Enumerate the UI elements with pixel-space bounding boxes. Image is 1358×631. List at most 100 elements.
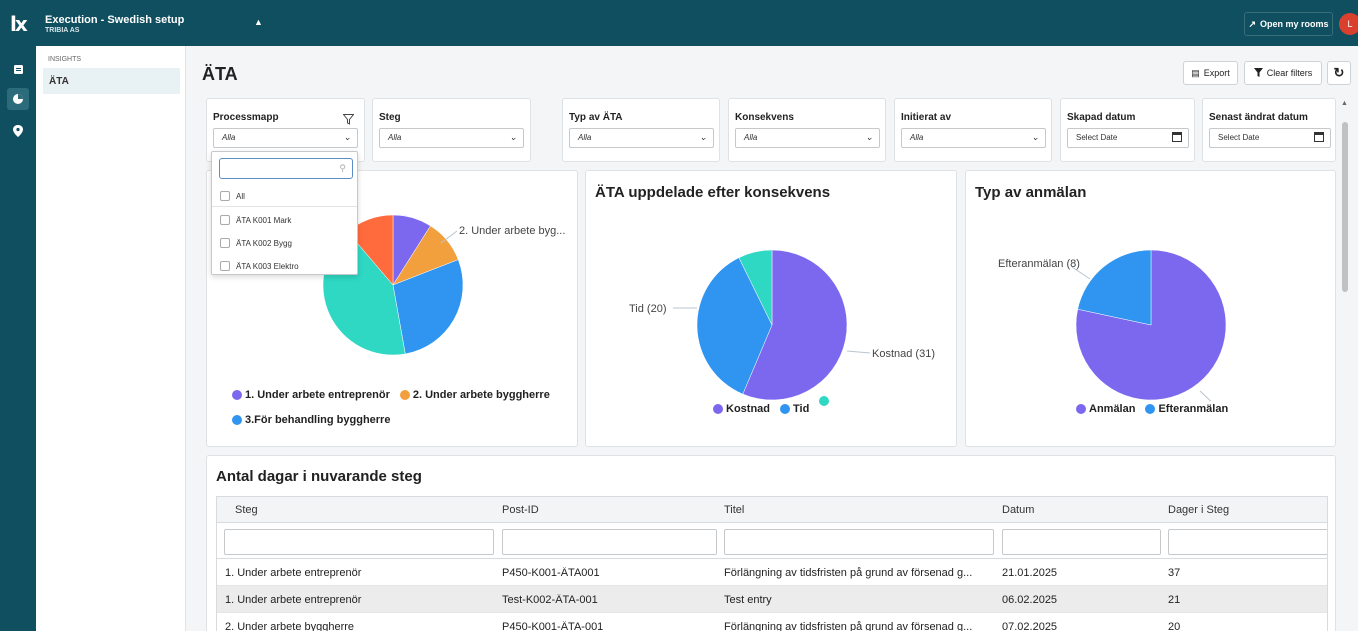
- scroll-thumb[interactable]: [1342, 122, 1348, 292]
- scroll-up-icon[interactable]: ▲: [1341, 100, 1348, 107]
- date-picker[interactable]: Select Date: [1067, 128, 1189, 148]
- legend-item[interactable]: 3.För behandling byggherre: [232, 407, 390, 432]
- column-header-titel[interactable]: Titel: [724, 504, 745, 516]
- table-title: Antal dagar i nuvarande steg: [216, 468, 422, 485]
- export-button[interactable]: ▤ Export: [1183, 61, 1238, 85]
- sidebar: INSIGHTS ÄTA: [36, 46, 186, 631]
- legend-item[interactable]: Efteranmälan: [1145, 396, 1228, 421]
- pie-slice[interactable]: [738, 249, 773, 326]
- pie-chart-konsekvens[interactable]: Tid (20) Kostnad (31): [586, 201, 956, 401]
- column-header-datum[interactable]: Datum: [1002, 504, 1035, 516]
- dropdown-option-all[interactable]: All: [212, 185, 357, 207]
- legend-dot: [713, 403, 723, 414]
- dropdown-option[interactable]: ÄTA K002 Bygg: [212, 232, 357, 254]
- cell-datum: 07.02.2025: [1002, 621, 1058, 631]
- insights-pie-icon[interactable]: [7, 88, 29, 110]
- slice-label[interactable]: Kostnad (31): [872, 348, 935, 360]
- cell-post-id: P450-K001-ÄTA001: [502, 567, 600, 579]
- calendar-icon: [1314, 132, 1324, 142]
- checkbox[interactable]: [220, 215, 230, 225]
- funnel-icon[interactable]: [342, 112, 355, 130]
- sidebar-section-heading: INSIGHTS: [48, 56, 82, 63]
- column-filter-input[interactable]: [502, 529, 717, 555]
- filter-select[interactable]: Alla ⌄: [901, 128, 1046, 148]
- column-header-post-id[interactable]: Post-ID: [502, 504, 539, 516]
- cell-post-id: P450-K001-ÄTA-001: [502, 621, 604, 631]
- filter-select[interactable]: Alla ⌄: [379, 128, 524, 148]
- slice-label-line[interactable]: [846, 350, 871, 354]
- column-header-dager-i-steg[interactable]: Dager i Steg: [1168, 504, 1230, 516]
- filter-select[interactable]: Alla ⌄: [735, 128, 880, 148]
- date-picker[interactable]: Select Date: [1209, 128, 1331, 148]
- dropdown-search-input[interactable]: ⚲: [219, 158, 353, 179]
- cell-dager: 20: [1168, 621, 1181, 631]
- project-switcher-icon[interactable]: ▲: [254, 17, 263, 27]
- pie-slice[interactable]: [696, 257, 773, 395]
- checkbox[interactable]: [220, 261, 230, 271]
- sidebar-item-ata[interactable]: ÄTA: [43, 68, 180, 94]
- filter-label: Skapad datum: [1067, 112, 1136, 123]
- slice-label-line[interactable]: [1199, 390, 1217, 401]
- legend-item[interactable]: [819, 388, 832, 413]
- chart-legend: 1. Under arbete entreprenör 2. Under arb…: [232, 382, 572, 432]
- filter-select[interactable]: Alla ⌄: [213, 128, 358, 148]
- column-filter-input[interactable]: [724, 529, 994, 555]
- legend-item[interactable]: 1. Under arbete entreprenör: [232, 382, 390, 407]
- cell-dager: 21: [1168, 594, 1181, 606]
- avatar[interactable]: L: [1339, 13, 1358, 35]
- legend-dot: [780, 403, 790, 414]
- legend-dot: [399, 389, 410, 400]
- legend-label: Anmälan: [1089, 402, 1136, 415]
- legend-item[interactable]: Kostnad: [713, 396, 770, 421]
- slice-label[interactable]: Efteranmälan (8): [998, 258, 1080, 270]
- legend-item[interactable]: Tid: [780, 396, 809, 421]
- page-scrollbar[interactable]: ▲: [1340, 96, 1350, 631]
- filter-value: Alla: [910, 133, 924, 142]
- grid-filter-row: [217, 523, 1327, 559]
- pie-slice[interactable]: [392, 259, 464, 355]
- chevron-down-icon: ⌄: [1031, 132, 1039, 142]
- app-logo-icon[interactable]: lx: [10, 12, 28, 36]
- dropdown-option[interactable]: ÄTA K003 Elektro: [212, 255, 357, 277]
- cell-datum: 21.01.2025: [1002, 567, 1058, 579]
- pie-slice[interactable]: [1077, 249, 1152, 326]
- column-header-steg[interactable]: Steg: [235, 504, 258, 516]
- column-filter-input[interactable]: [1168, 529, 1327, 555]
- open-rooms-button[interactable]: ↗ Open my rooms: [1244, 12, 1333, 36]
- clear-filters-button[interactable]: Clear filters: [1244, 61, 1322, 85]
- cell-titel: Förlängning av tidsfristen på grund av f…: [724, 567, 973, 579]
- legend-dot: [232, 389, 242, 400]
- table-row[interactable]: 1. Under arbete entreprenör P450-K001-ÄT…: [217, 559, 1327, 586]
- checkbox[interactable]: [220, 191, 230, 201]
- pie-chart-typ-av-anmalan[interactable]: Efteranmälan (8)Anmälan (29): [966, 201, 1336, 401]
- main-content: ÄTA ▤ Export Clear filters ↻ Processmapp…: [186, 46, 1358, 631]
- option-label: ÄTA K003 Elektro: [236, 262, 299, 271]
- legend-item[interactable]: Anmälan: [1076, 396, 1135, 421]
- refresh-icon: ↻: [1333, 65, 1345, 80]
- grid-header: Steg Post-ID Titel Datum Dager i Steg: [217, 497, 1327, 523]
- pie-slice[interactable]: [742, 249, 848, 401]
- table-row[interactable]: 1. Under arbete entreprenör Test-K002-ÄT…: [217, 586, 1327, 613]
- legend-item[interactable]: 2. Under arbete byggherre: [399, 382, 550, 407]
- chart-title: ÄTA uppdelade efter konsekvens: [595, 184, 831, 201]
- filter-label: Senast ändrat datum: [1209, 112, 1308, 123]
- calendar-icon: [1172, 132, 1182, 142]
- column-filter-input[interactable]: [224, 529, 494, 555]
- pie-slice[interactable]: [1075, 249, 1227, 401]
- filter-label: Steg: [379, 112, 401, 123]
- checkbox[interactable]: [220, 238, 230, 248]
- dropdown-option[interactable]: ÄTA K001 Mark: [212, 209, 357, 231]
- filter-value: Select Date: [1076, 133, 1118, 142]
- filter-select[interactable]: Alla ⌄: [569, 128, 714, 148]
- slice-label-line[interactable]: [440, 230, 458, 244]
- filter-initierat-av: Initierat av Alla ⌄: [894, 98, 1052, 162]
- documents-icon[interactable]: [7, 58, 29, 80]
- slice-label[interactable]: 2. Under arbete byg...: [459, 225, 565, 237]
- location-pin-icon[interactable]: [7, 120, 29, 142]
- slice-label[interactable]: Tid (20): [629, 303, 667, 315]
- slice-label-line[interactable]: [1071, 266, 1091, 280]
- option-label: ÄTA K001 Mark: [236, 216, 292, 225]
- table-row[interactable]: 2. Under arbete byggherre P450-K001-ÄTA-…: [217, 613, 1327, 631]
- column-filter-input[interactable]: [1002, 529, 1161, 555]
- refresh-button[interactable]: ↻: [1327, 61, 1351, 85]
